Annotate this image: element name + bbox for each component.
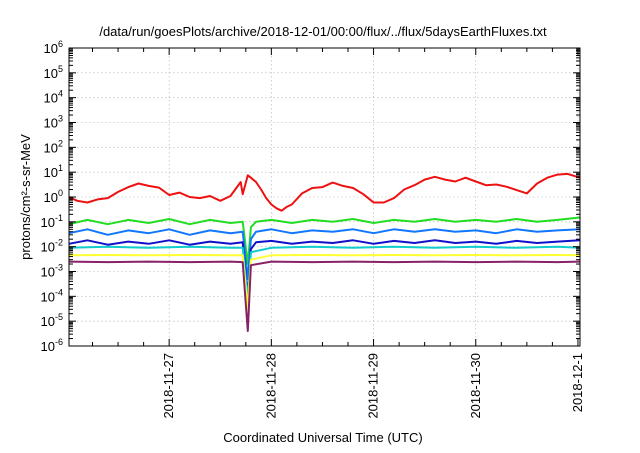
- y-tick-label: 102: [44, 138, 63, 155]
- series-line-2: [68, 216, 581, 265]
- y-tick-exponent: 5: [58, 64, 63, 74]
- y-tick-label: 105: [44, 64, 63, 81]
- series-line-3: [68, 228, 581, 280]
- y-tick-label: 106: [44, 39, 63, 56]
- y-tick-label: 101: [44, 163, 63, 180]
- y-tick-exponent: 1: [58, 163, 63, 173]
- y-tick-exponent: 6: [58, 39, 63, 49]
- y-tick-exponent: -6: [55, 337, 63, 347]
- y-tick-label: 10-6: [41, 337, 63, 354]
- y-tick-label: 10-5: [41, 312, 63, 329]
- x-tick-label: 2018-12-1: [570, 353, 585, 412]
- y-tick-exponent: -3: [55, 263, 63, 273]
- y-tick-exponent: -5: [55, 312, 63, 322]
- x-axis-label: Coordinated Universal Time (UTC): [223, 430, 422, 445]
- y-axis-label: protons/cm²-s-sr-MeV: [18, 134, 33, 260]
- y-axis: 10-610-510-410-310-210-11001011021031041…: [41, 39, 580, 354]
- series-line-6: [68, 254, 581, 311]
- y-tick-label: 104: [44, 89, 63, 106]
- series-group: [68, 172, 581, 332]
- series-line-4: [68, 239, 581, 298]
- y-tick-label: 10-1: [41, 213, 63, 230]
- y-tick-label: 103: [44, 114, 63, 131]
- series-line-1: [68, 172, 581, 212]
- x-tick-label: 2018-11-30: [468, 353, 483, 419]
- y-tick-label: 100: [44, 188, 63, 205]
- x-tick-label: 2018-11-27: [161, 353, 176, 419]
- x-tick-label: 2018-11-28: [263, 353, 278, 419]
- grid-lines: [69, 48, 580, 346]
- y-tick-exponent: 0: [58, 188, 63, 198]
- y-tick-label: 10-3: [41, 263, 63, 280]
- y-tick-exponent: -4: [55, 287, 63, 297]
- y-tick-exponent: 2: [58, 138, 63, 148]
- x-tick-label: 2018-11-29: [366, 353, 381, 419]
- series-line-7: [68, 260, 581, 332]
- y-tick-label: 10-4: [41, 287, 63, 304]
- y-tick-exponent: -1: [55, 213, 63, 223]
- y-tick-exponent: 3: [58, 114, 63, 124]
- series-line-5: [68, 245, 581, 302]
- chart-title: /data/run/goesPlots/archive/2018-12-01/0…: [99, 24, 547, 39]
- x-axis: 2018-11-27 2018-11-28 2018-11-29 2018-11-30…: [92, 48, 585, 419]
- y-tick-exponent: -2: [55, 238, 63, 248]
- y-tick-exponent: 4: [58, 89, 63, 99]
- y-tick-label: 10-2: [41, 238, 63, 255]
